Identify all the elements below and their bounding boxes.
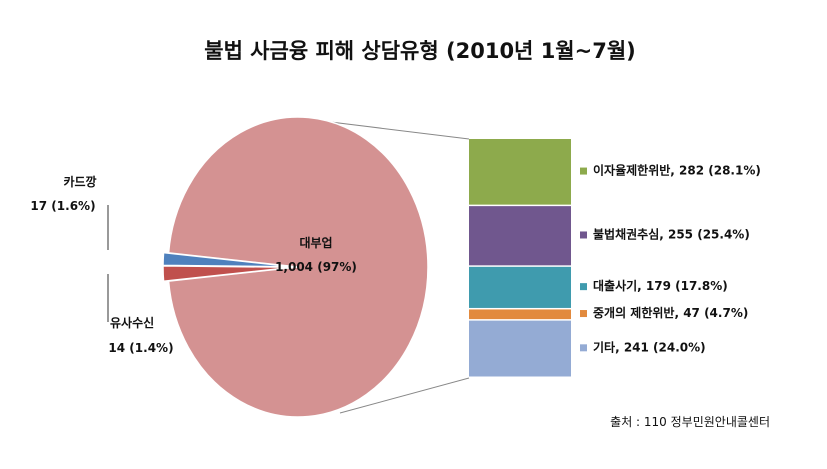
bar-segment-2	[469, 266, 571, 308]
pie-chart	[162, 116, 429, 418]
breakdown-legend: 이자율제한위반, 282 (28.1%) 불법채권추심, 255 (25.4%) 대…	[580, 163, 761, 354]
legend-label-0: 이자율제한위반, 282 (28.1%)	[593, 163, 761, 178]
legend-swatch-2	[580, 283, 587, 291]
slice-value-yusa: 14 (1.4%)	[108, 341, 173, 355]
legend-label-4: 기타, 241 (24.0%)	[593, 339, 706, 354]
source-note: 출처 : 110 정부민원안내콜센터	[610, 415, 770, 429]
slice-value-daebueop: 1,004 (97%)	[275, 260, 357, 274]
slice-value-card: 17 (1.6%)	[30, 199, 95, 213]
connector-line-bottom	[339, 377, 470, 414]
chart-title: 불법 사금융 피해 상담유형 (2010년 1월~7월)	[204, 39, 636, 63]
legend-label-3: 중개의 제한위반, 47 (4.7%)	[593, 305, 748, 320]
bar-segment-1	[469, 206, 571, 266]
slice-label-daebueop: 대부업	[299, 236, 332, 250]
bar-segment-0	[469, 139, 571, 205]
slice-label-yusa: 유사수신	[110, 315, 154, 330]
slice-label-card: 카드깡	[63, 174, 96, 189]
slice-daebueop	[167, 116, 429, 418]
legend-swatch-0	[580, 167, 587, 175]
breakdown-stacked-bar	[469, 139, 571, 377]
legend-label-1: 불법채권추심, 255 (25.4%)	[593, 226, 750, 241]
legend-label-2: 대출사기, 179 (17.8%)	[593, 278, 728, 293]
bar-segment-3	[469, 309, 571, 320]
legend-swatch-1	[580, 231, 587, 239]
bar-segment-4	[469, 320, 571, 377]
legend-swatch-3	[580, 310, 587, 318]
slice-yusa	[162, 251, 294, 268]
legend-swatch-4	[580, 344, 587, 352]
